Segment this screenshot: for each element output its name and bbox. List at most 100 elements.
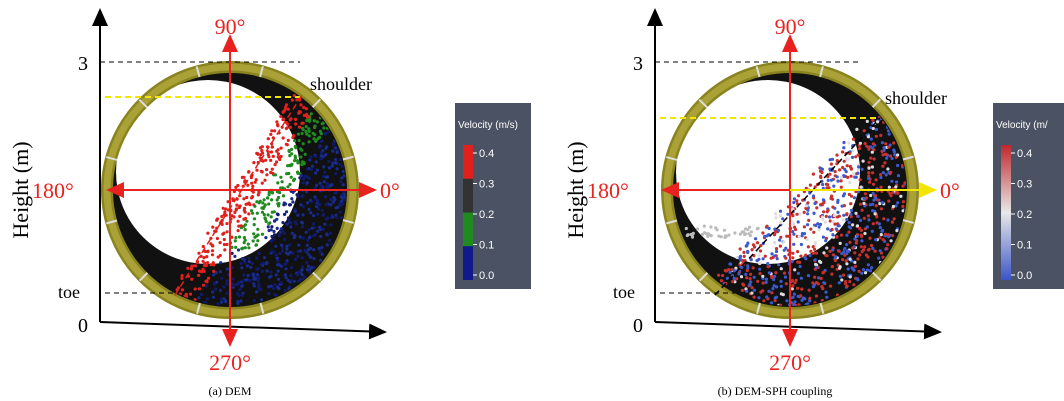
particle (278, 252, 281, 255)
particle (261, 152, 264, 155)
particle (279, 115, 282, 118)
particle (211, 226, 214, 229)
particle (776, 257, 779, 260)
particle (692, 232, 695, 235)
particle (793, 197, 796, 200)
particle (252, 161, 255, 164)
particle (220, 277, 223, 280)
particle (875, 135, 878, 138)
particle (270, 150, 273, 153)
particle (328, 166, 331, 169)
particle (751, 286, 754, 289)
particle (830, 163, 833, 166)
particle (794, 300, 797, 303)
particle (831, 265, 834, 268)
particle (248, 279, 251, 282)
particle (867, 263, 870, 266)
particle (893, 153, 896, 156)
particle (291, 232, 294, 235)
particle (829, 285, 832, 288)
particle (302, 237, 305, 240)
particle (836, 211, 839, 214)
particle (852, 138, 855, 141)
particle (749, 277, 752, 280)
particle (782, 240, 785, 243)
particle (243, 258, 246, 261)
particle (310, 168, 313, 171)
particle (831, 220, 834, 223)
particle (299, 147, 302, 150)
particle (805, 204, 808, 207)
particle (753, 246, 756, 249)
particle (750, 292, 753, 295)
particle (244, 228, 247, 231)
particle (783, 272, 786, 275)
particle (871, 165, 874, 168)
particle (285, 248, 288, 251)
particle (283, 213, 286, 216)
angle-label: 0° (940, 178, 960, 203)
particle (841, 218, 844, 221)
particle (891, 234, 894, 237)
axis (655, 322, 940, 332)
particle (844, 282, 847, 285)
particle (325, 203, 328, 206)
particle (235, 283, 238, 286)
particle (315, 184, 318, 187)
particle (321, 209, 324, 212)
particle (323, 180, 326, 183)
particle (860, 245, 863, 248)
particle (255, 290, 258, 293)
particle (329, 184, 332, 187)
particle (240, 262, 243, 265)
particle (235, 204, 238, 207)
particle (872, 142, 875, 145)
particle (882, 171, 885, 174)
particle (901, 185, 904, 188)
particle (301, 127, 304, 130)
particle (891, 221, 894, 224)
particle (691, 236, 694, 239)
particle (741, 289, 744, 292)
particle (838, 250, 841, 253)
particle (246, 264, 249, 267)
particle (321, 253, 324, 256)
particle (705, 232, 708, 235)
particle (309, 199, 312, 202)
particle (753, 276, 756, 279)
particle (885, 173, 888, 176)
particle (855, 128, 858, 131)
angle-label: 270° (769, 350, 811, 375)
particle (828, 250, 831, 253)
particle (833, 214, 836, 217)
particle (298, 126, 301, 129)
particle (843, 160, 846, 163)
particle (269, 275, 272, 278)
particle (725, 269, 728, 272)
particle (320, 184, 323, 187)
particle (822, 251, 825, 254)
particle (797, 295, 800, 298)
particle (813, 248, 816, 251)
particle (803, 232, 806, 235)
particle (299, 103, 302, 106)
particle (290, 152, 293, 155)
particle (276, 286, 279, 289)
particle (286, 223, 289, 226)
particle (818, 225, 821, 228)
particle (896, 201, 899, 204)
particle (276, 227, 279, 230)
particle (266, 269, 269, 272)
particle (825, 183, 828, 186)
particle (884, 142, 887, 145)
particle (857, 215, 860, 218)
particle (887, 146, 890, 149)
particle (873, 157, 876, 160)
particle (251, 212, 254, 215)
particle (291, 99, 294, 102)
particle (763, 235, 766, 238)
particle (853, 196, 856, 199)
particle (271, 168, 274, 171)
particle (244, 246, 247, 249)
particle (831, 248, 834, 251)
